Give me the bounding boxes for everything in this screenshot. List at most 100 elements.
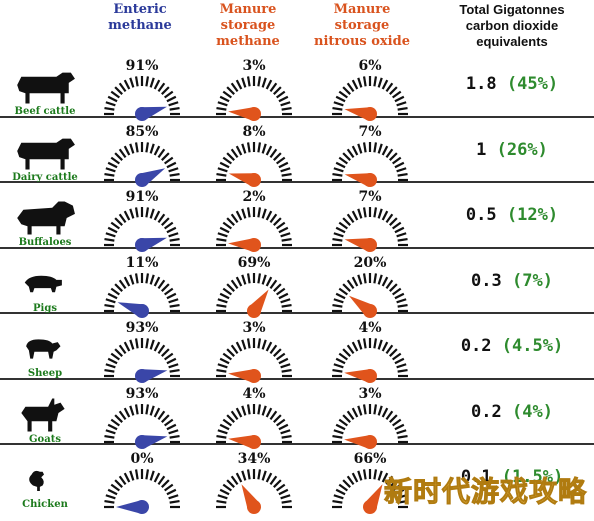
gauge-tick — [257, 76, 262, 87]
gauge-tick — [166, 488, 177, 496]
gauge-tick — [397, 237, 408, 242]
total-value: 1.8 — [465, 74, 507, 94]
gauge-tick — [281, 172, 292, 177]
gauge-tick — [241, 77, 247, 88]
gauge-percent-label: 66% — [353, 451, 387, 467]
gauge-tick — [169, 172, 180, 177]
gauge-tick — [338, 90, 348, 99]
gauge-tick — [246, 272, 251, 284]
total-value: 0.5 — [465, 205, 507, 225]
gauge-tick — [216, 172, 227, 177]
gauge-tick — [257, 403, 262, 415]
gauge-tick — [362, 272, 367, 284]
gauge-tick — [278, 95, 289, 103]
gauge-tick — [269, 344, 278, 354]
gauge-tick — [385, 279, 394, 289]
gauge-tick — [241, 339, 247, 350]
gauge-tick — [333, 494, 344, 500]
gauge-tick — [105, 166, 116, 172]
gauge-tick — [134, 469, 139, 480]
gauge-tick — [157, 344, 166, 354]
gauge-tick — [346, 344, 355, 354]
gauge-tick — [381, 276, 389, 287]
gauge-tick — [351, 210, 359, 221]
gauge-tick — [226, 217, 235, 226]
gauge-tick — [216, 499, 227, 504]
gauge-tick — [235, 407, 243, 418]
gauge-percent-label: 0% — [130, 451, 154, 467]
gauge-tick — [396, 428, 407, 434]
gauge-tick — [110, 483, 120, 492]
pig-icon — [24, 275, 62, 292]
gauge-tick — [338, 352, 348, 361]
gauge-tick — [278, 161, 289, 168]
header-manure-nitrous-oxide: Manure storage nitrous oxide — [314, 2, 410, 49]
gauge-tick — [226, 348, 235, 357]
gauge-tick — [281, 237, 292, 242]
gauge-tick — [107, 423, 118, 430]
gauge-tick — [392, 287, 402, 295]
gauge-manure-n2o — [332, 403, 408, 449]
gauge-hub — [247, 434, 261, 449]
gauge-tick — [235, 472, 243, 483]
gauge-tick — [222, 287, 232, 295]
gauge-tick — [373, 207, 378, 218]
gauge-tick — [104, 237, 115, 242]
gauge-tick — [104, 434, 115, 439]
gauge-tick — [107, 292, 118, 299]
gauge-tick — [164, 90, 174, 99]
gauge-hub — [363, 369, 377, 383]
gauge-tick — [166, 95, 177, 103]
gauge-tick — [396, 166, 407, 172]
total-co2e-value: 1.8 (45%) — [430, 74, 594, 94]
cow-icon — [17, 72, 75, 104]
watermark: 新时代游戏攻略 — [383, 475, 588, 509]
gauge-manure-methane — [216, 207, 292, 252]
gauge-tick — [168, 494, 179, 500]
gauge-tick — [357, 143, 363, 154]
gauge-tick — [389, 413, 398, 423]
gauge-tick — [257, 338, 262, 349]
gauge-tick — [392, 156, 402, 164]
gauge-percent-label: 6% — [358, 58, 382, 74]
gauge-tick — [161, 479, 170, 488]
gauge-hub — [135, 238, 149, 252]
gauge-tick — [107, 357, 118, 365]
gauge-tick — [219, 161, 230, 168]
gauge-hub — [247, 369, 261, 383]
gauge-tick — [397, 106, 408, 111]
gauge-tick — [273, 413, 282, 423]
gauge-tick — [118, 82, 127, 92]
gauge-tick — [373, 338, 378, 349]
gauge-tick — [169, 303, 180, 308]
gauge-tick — [397, 303, 408, 308]
gauge-tick — [269, 148, 278, 158]
gauge-tick — [269, 410, 278, 420]
gauge-tick — [110, 418, 120, 426]
gauge-manure-methane — [216, 272, 292, 318]
gauge-tick — [392, 418, 402, 426]
gauge-tick — [118, 344, 127, 354]
gauge-tick — [335, 95, 346, 103]
gauge-tick — [149, 470, 155, 481]
gauge-tick — [217, 363, 228, 369]
gauge-tick — [342, 86, 351, 95]
buffalo-icon — [17, 201, 75, 235]
gauge-tick — [261, 470, 267, 481]
gauge-tick — [161, 151, 170, 161]
gauge-tick — [362, 207, 367, 218]
gauge-percent-label: 69% — [237, 254, 271, 271]
cow-icon — [17, 138, 75, 169]
gauge-tick — [332, 303, 343, 308]
gauge-tick — [392, 90, 402, 99]
gauge-tick — [123, 145, 131, 156]
gauge-tick — [114, 86, 123, 95]
animal-label: Sheep — [27, 368, 63, 379]
gauge-manure-n2o — [332, 76, 408, 121]
total-share: (26%) — [496, 139, 548, 160]
gauge-tick — [377, 208, 383, 219]
gauge-manure-n2o — [332, 207, 408, 252]
gauge-tick — [265, 79, 273, 90]
gauge-tick — [280, 297, 291, 303]
